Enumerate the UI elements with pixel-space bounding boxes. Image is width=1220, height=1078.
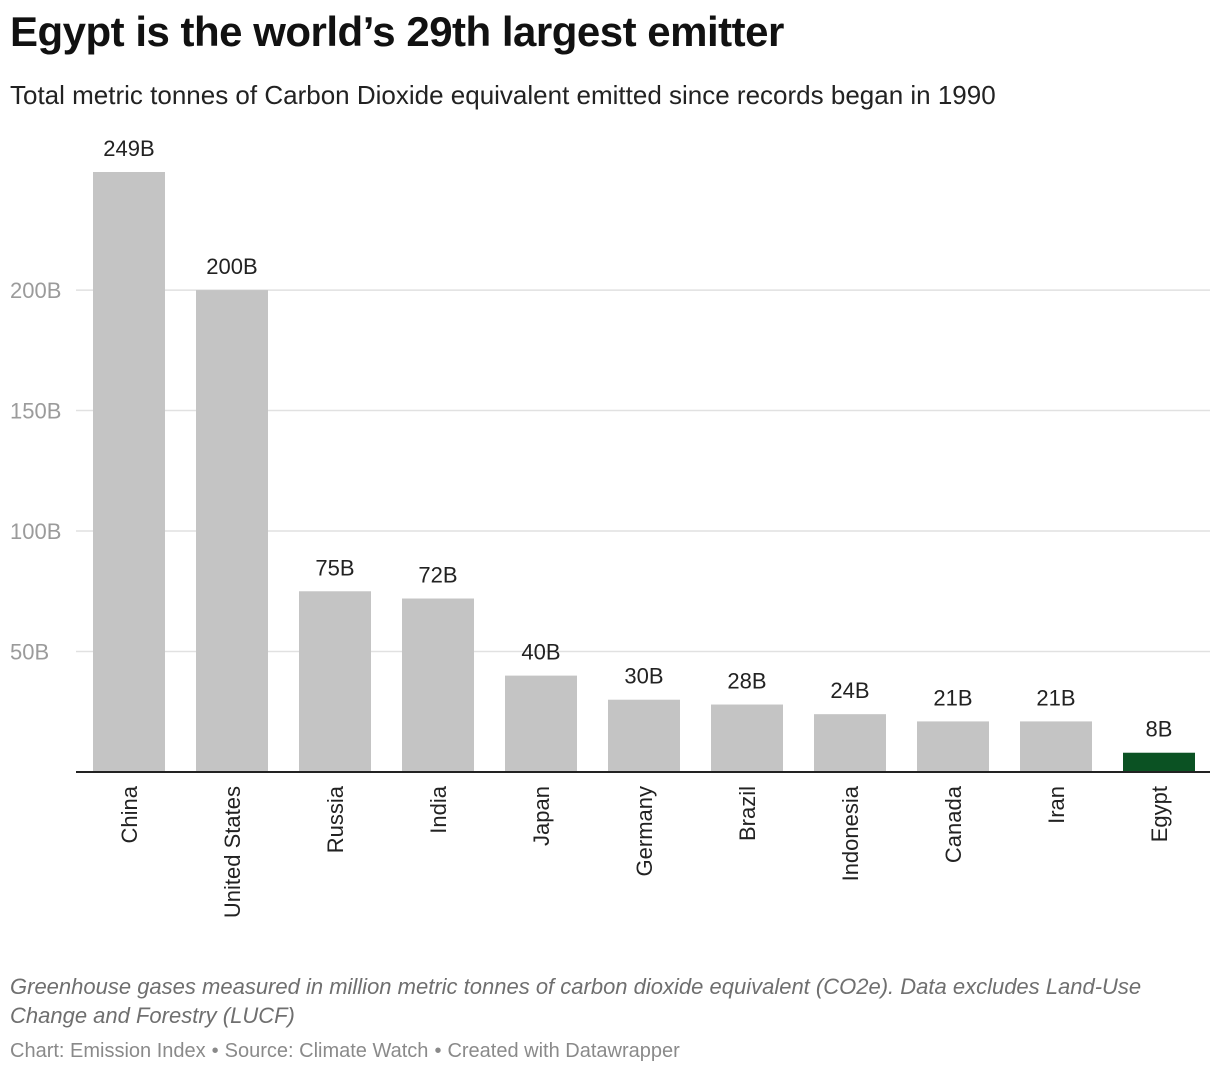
x-category-label: Russia bbox=[323, 785, 348, 853]
x-category-label: Indonesia bbox=[838, 785, 863, 881]
bar-value-label: 21B bbox=[933, 685, 972, 710]
bar bbox=[505, 675, 577, 772]
y-tick-label: 50B bbox=[10, 640, 49, 665]
y-tick-label: 200B bbox=[10, 278, 61, 303]
bar bbox=[608, 699, 680, 772]
x-category-label: Iran bbox=[1044, 786, 1069, 824]
y-tick-label: 100B bbox=[10, 519, 61, 544]
y-tick-label: 150B bbox=[10, 399, 61, 424]
bar bbox=[402, 598, 474, 772]
bar-value-label: 249B bbox=[103, 136, 154, 161]
x-category-label: United States bbox=[220, 786, 245, 918]
bar bbox=[196, 290, 268, 772]
x-category-label: Egypt bbox=[1147, 786, 1172, 842]
chart-byline: Chart: Emission Index • Source: Climate Wa… bbox=[10, 1040, 680, 1063]
bar-value-label: 40B bbox=[521, 640, 560, 665]
bar-value-label: 30B bbox=[624, 664, 663, 689]
bar bbox=[814, 714, 886, 772]
bar-value-label: 72B bbox=[418, 563, 457, 588]
bars bbox=[93, 172, 1195, 772]
chart-source: Source: Climate Watch bbox=[224, 1040, 429, 1062]
chart-subtitle: Total metric tonnes of Carbon Dioxide eq… bbox=[10, 80, 996, 110]
x-category-label: China bbox=[117, 785, 142, 843]
chart-credit: Chart: Emission Index bbox=[10, 1040, 206, 1062]
x-category-label: India bbox=[426, 785, 451, 833]
bar-value-label: 8B bbox=[1146, 717, 1173, 742]
chart-notes: Greenhouse gases measured in million met… bbox=[10, 974, 1142, 1028]
bar bbox=[711, 704, 783, 772]
x-category-label: Germany bbox=[632, 786, 657, 876]
bar bbox=[93, 172, 165, 772]
x-category-label: Brazil bbox=[735, 786, 760, 841]
bar bbox=[1020, 721, 1092, 772]
bar-value-label: 24B bbox=[830, 678, 869, 703]
bar bbox=[917, 721, 989, 772]
x-category-label: Japan bbox=[529, 786, 554, 846]
bar-value-label: 75B bbox=[315, 555, 354, 580]
bar bbox=[299, 591, 371, 772]
created-with: Created with Datawrapper bbox=[447, 1040, 680, 1062]
byline-separator: • bbox=[211, 1040, 219, 1062]
byline-separator: • bbox=[434, 1040, 442, 1062]
bar-value-label: 28B bbox=[727, 669, 766, 694]
bar-value-label: 200B bbox=[206, 254, 257, 279]
bar bbox=[1123, 752, 1195, 772]
y-axis-ticks: 50B 100B 150B 200B bbox=[10, 278, 61, 664]
bar-value-label: 21B bbox=[1036, 685, 1075, 710]
x-category-label: Canada bbox=[941, 785, 966, 863]
value-labels: 249B 200B 75B 72B 40B 30B 28B 24B 21B 21B 8B bbox=[103, 136, 1172, 742]
x-axis-labels: China United States Russia India Japan German… bbox=[117, 785, 1172, 918]
chart-title: Egypt is the world’s 29th largest emitte… bbox=[10, 8, 784, 55]
